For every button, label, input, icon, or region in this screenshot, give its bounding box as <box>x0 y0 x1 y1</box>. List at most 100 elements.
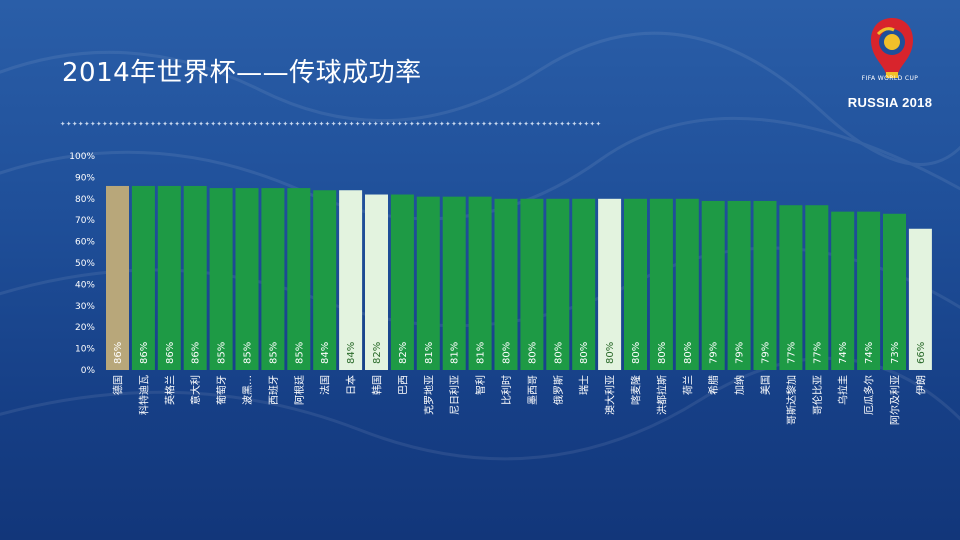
bar-value-label: 85% <box>217 342 228 364</box>
x-category-label: 葡萄牙 <box>215 375 228 405</box>
x-category-label: 阿尔及利亚 <box>889 375 902 425</box>
x-category-label: 尼日利亚 <box>449 375 461 415</box>
bar-value-label: 85% <box>268 342 279 364</box>
bar <box>546 198 570 370</box>
bar-value-label: 79% <box>735 342 746 364</box>
bar-value-label: 86% <box>191 342 202 364</box>
bar-value-label: 79% <box>709 342 720 364</box>
x-category-label: 西班牙 <box>268 375 280 405</box>
y-tick-label: 20% <box>75 323 95 333</box>
logo-caption: FIFA WORLD CUP <box>861 75 919 82</box>
x-category-label: 智利 <box>474 375 487 395</box>
bar-value-label: 86% <box>139 342 150 364</box>
x-category-label: 日本 <box>345 375 358 395</box>
x-category-label: 墨西哥 <box>527 375 539 405</box>
bar <box>520 198 544 370</box>
x-category-label: 科特迪瓦 <box>137 375 150 415</box>
x-category-label: 克罗地亚 <box>422 375 435 415</box>
bar-value-label: 81% <box>424 342 435 364</box>
x-category-label: 瑞士 <box>578 375 591 395</box>
bar-value-label: 77% <box>786 342 797 364</box>
x-category-label: 希腊 <box>707 375 720 395</box>
y-tick-label: 100% <box>69 152 95 162</box>
bar-value-label: 79% <box>761 342 772 364</box>
bar <box>701 200 725 370</box>
bar-value-label: 80% <box>527 342 538 364</box>
bar <box>365 194 388 370</box>
y-tick-label: 50% <box>75 259 95 269</box>
x-category-label: 澳大利亚 <box>604 375 617 415</box>
bar-value-label: 80% <box>605 342 616 364</box>
x-category-label: 厄瓜多尔 <box>863 375 876 415</box>
x-category-label: 德国 <box>112 375 125 395</box>
bar-value-label: 80% <box>502 342 513 364</box>
bar-value-label: 82% <box>372 342 383 364</box>
fifa-world-cup-trophy-icon <box>842 12 942 112</box>
logo-wordmark: RUSSIA 2018 <box>847 95 933 110</box>
y-tick-label: 10% <box>75 345 95 355</box>
star-divider: ✦✦✦✦✦✦✦✦✦✦✦✦✦✦✦✦✦✦✦✦✦✦✦✦✦✦✦✦✦✦✦✦✦✦✦✦✦✦✦✦… <box>60 119 602 129</box>
bar <box>183 185 207 370</box>
x-category-label: 波黑… <box>241 375 254 405</box>
x-category-label: 俄罗斯 <box>552 375 565 405</box>
bar <box>572 198 596 370</box>
bar <box>753 200 777 370</box>
bar-value-label: 77% <box>812 342 823 364</box>
bar <box>908 228 932 370</box>
bar-value-label: 74% <box>838 342 849 364</box>
bar-value-label: 86% <box>113 342 124 364</box>
bar <box>624 198 647 370</box>
bar <box>831 211 855 370</box>
x-category-label: 荷兰 <box>681 375 694 395</box>
y-tick-label: 30% <box>75 302 95 312</box>
bar-value-label: 80% <box>631 342 642 364</box>
bar <box>313 190 337 370</box>
bar <box>339 190 363 370</box>
bar <box>779 205 803 370</box>
bar-value-label: 85% <box>294 342 305 364</box>
x-category-label: 英格兰 <box>163 375 176 405</box>
bar <box>390 194 414 370</box>
bar <box>649 198 673 370</box>
x-category-label: 美国 <box>759 375 772 395</box>
bar-value-label: 84% <box>320 342 331 364</box>
bar-value-label: 74% <box>864 342 875 364</box>
bar <box>261 188 285 370</box>
x-category-label: 乌拉圭 <box>837 375 850 405</box>
bar <box>157 185 181 370</box>
bar-value-label: 73% <box>890 342 901 364</box>
y-tick-label: 60% <box>75 238 95 248</box>
bar <box>106 185 129 370</box>
bar <box>857 211 881 370</box>
x-category-label: 巴西 <box>397 375 409 395</box>
bar-value-label: 82% <box>398 342 409 364</box>
x-category-label: 比利时 <box>501 375 513 405</box>
bar <box>805 205 829 370</box>
x-category-label: 哥伦比亚 <box>811 375 824 415</box>
bar-value-label: 85% <box>243 342 254 364</box>
y-tick-label: 90% <box>75 173 95 183</box>
y-tick-label: 40% <box>75 280 95 290</box>
bar <box>131 185 155 370</box>
bar <box>468 196 492 370</box>
bar-value-label: 81% <box>476 342 487 364</box>
x-category-label: 伊朗 <box>915 375 927 395</box>
bar-value-label: 86% <box>165 342 176 364</box>
slide-title: 2014年世界杯——传球成功率 <box>62 58 422 88</box>
bar-value-label: 66% <box>916 342 927 364</box>
bar <box>209 188 233 370</box>
bar <box>675 198 699 370</box>
y-tick-label: 0% <box>81 366 96 376</box>
bar <box>287 188 311 370</box>
x-category-label: 意大利 <box>189 375 202 405</box>
bar <box>416 196 440 370</box>
bar-value-label: 81% <box>450 342 461 364</box>
bar <box>727 200 751 370</box>
bar <box>883 213 906 370</box>
bar <box>442 196 466 370</box>
x-category-label: 韩国 <box>371 375 384 395</box>
x-category-label: 洪都拉斯 <box>655 375 668 415</box>
y-tick-label: 80% <box>75 195 95 205</box>
bar <box>235 188 259 370</box>
